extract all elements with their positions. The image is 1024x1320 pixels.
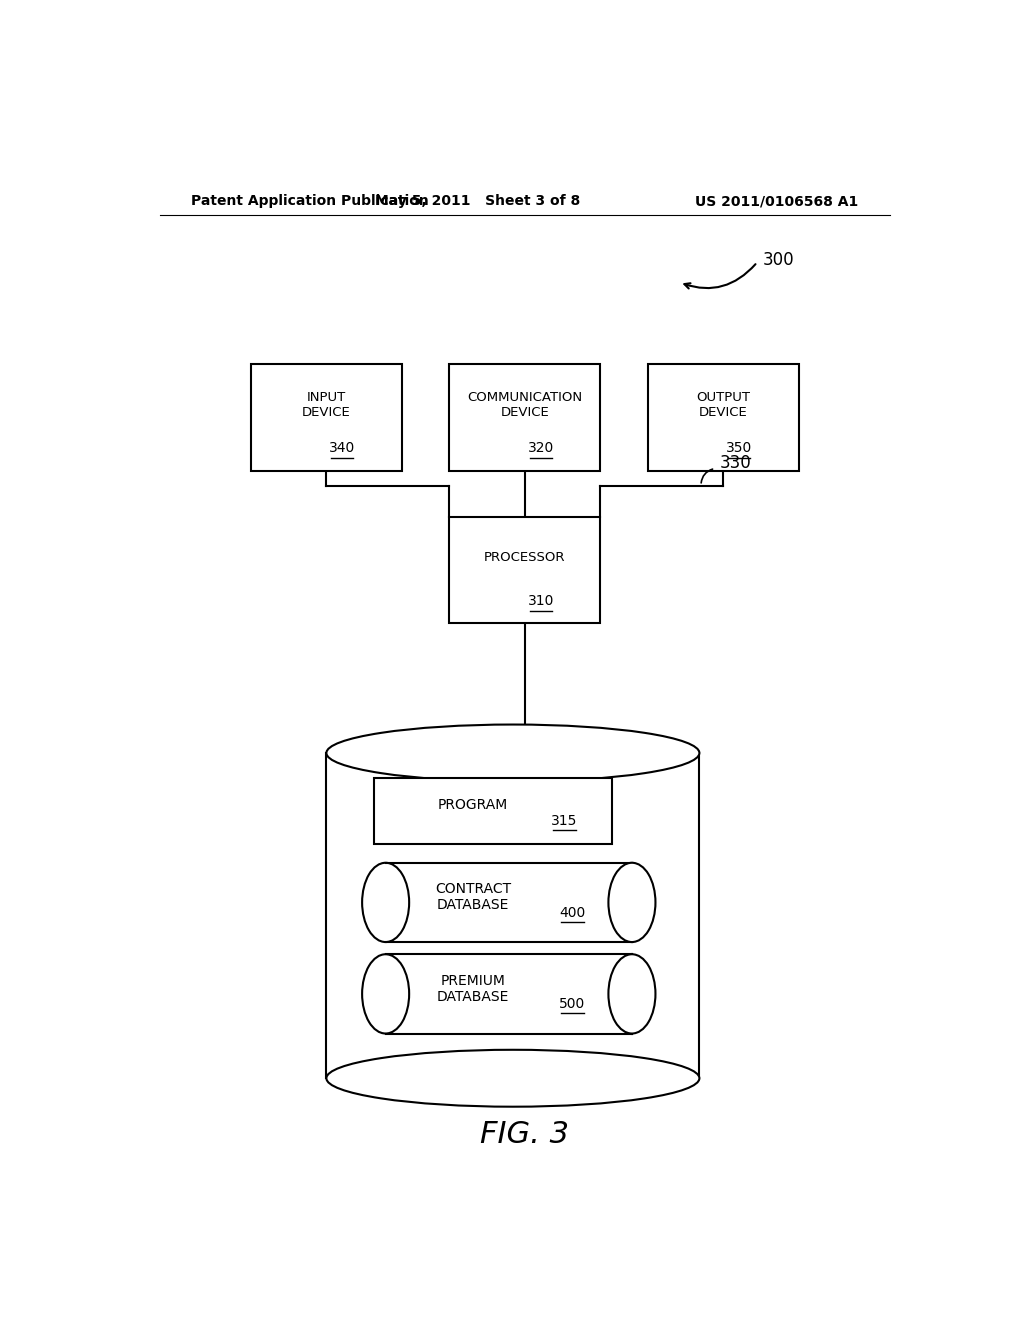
Text: Patent Application Publication: Patent Application Publication <box>191 194 429 209</box>
Text: INPUT
DEVICE: INPUT DEVICE <box>302 392 351 420</box>
Bar <box>386 954 632 1034</box>
Polygon shape <box>327 752 699 1078</box>
Text: PREMIUM
DATABASE: PREMIUM DATABASE <box>437 974 509 1005</box>
Text: PROCESSOR: PROCESSOR <box>484 552 565 565</box>
Text: 315: 315 <box>551 814 578 828</box>
Text: 300: 300 <box>763 251 795 269</box>
Text: OUTPUT
DEVICE: OUTPUT DEVICE <box>696 392 751 420</box>
Bar <box>374 777 612 843</box>
Bar <box>648 364 799 471</box>
Ellipse shape <box>327 1049 699 1106</box>
Text: COMMUNICATION
DEVICE: COMMUNICATION DEVICE <box>467 392 583 420</box>
Text: 330: 330 <box>719 454 751 473</box>
Text: 320: 320 <box>527 441 554 455</box>
Bar <box>386 863 632 942</box>
Ellipse shape <box>362 863 410 942</box>
Text: 500: 500 <box>559 997 586 1011</box>
Ellipse shape <box>327 725 699 781</box>
Text: US 2011/0106568 A1: US 2011/0106568 A1 <box>695 194 858 209</box>
Ellipse shape <box>608 954 655 1034</box>
Text: 310: 310 <box>527 594 554 607</box>
Ellipse shape <box>608 863 655 942</box>
Text: 340: 340 <box>329 441 355 455</box>
Bar <box>450 516 600 623</box>
Text: CONTRACT
DATABASE: CONTRACT DATABASE <box>435 882 511 912</box>
Text: 350: 350 <box>726 441 753 455</box>
Text: PROGRAM: PROGRAM <box>438 797 508 812</box>
Ellipse shape <box>362 954 410 1034</box>
Text: 400: 400 <box>559 906 586 920</box>
Bar <box>450 364 600 471</box>
Text: FIG. 3: FIG. 3 <box>480 1119 569 1148</box>
Text: May 5, 2011   Sheet 3 of 8: May 5, 2011 Sheet 3 of 8 <box>375 194 580 209</box>
Bar <box>251 364 401 471</box>
